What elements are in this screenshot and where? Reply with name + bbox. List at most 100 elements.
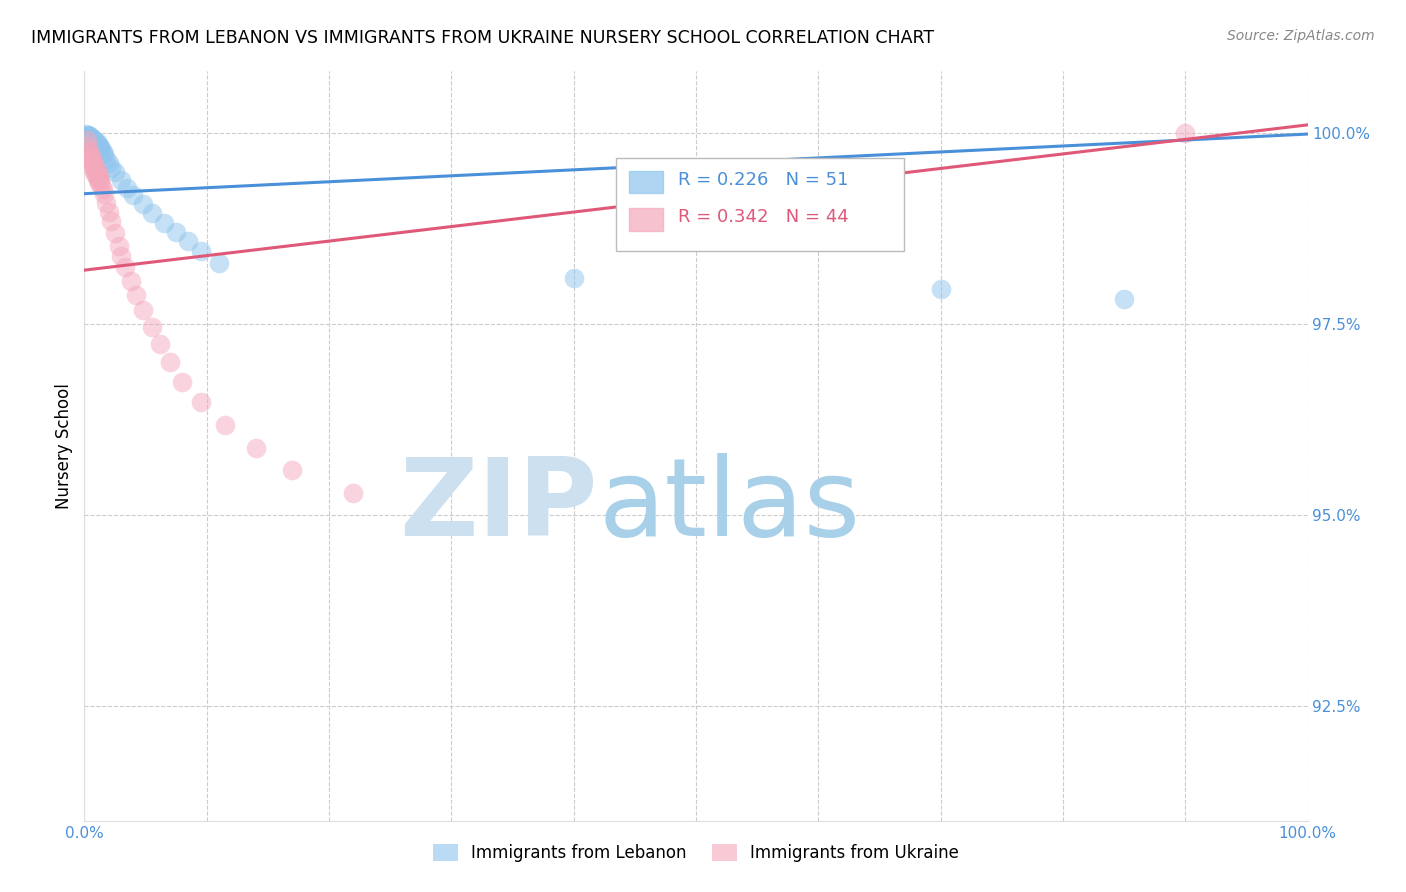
Point — [77, 128, 100, 142]
Point — [165, 225, 187, 239]
Text: Source: ZipAtlas.com: Source: ZipAtlas.com — [1227, 29, 1375, 43]
Point — [84, 135, 107, 149]
Point — [93, 186, 115, 201]
Point — [89, 140, 111, 154]
Point — [80, 150, 103, 164]
Point — [159, 355, 181, 369]
Text: R = 0.226   N = 51: R = 0.226 N = 51 — [678, 171, 848, 189]
Point — [86, 139, 108, 153]
Point — [190, 394, 212, 409]
Point — [190, 244, 212, 258]
Text: IMMIGRANTS FROM LEBANON VS IMMIGRANTS FROM UKRAINE NURSERY SCHOOL CORRELATION CH: IMMIGRANTS FROM LEBANON VS IMMIGRANTS FR… — [31, 29, 934, 46]
Point — [79, 129, 101, 144]
Point — [91, 182, 114, 196]
Point — [77, 131, 100, 145]
Point — [96, 152, 118, 166]
Point — [76, 131, 98, 145]
Point — [87, 176, 110, 190]
Point — [86, 144, 108, 158]
Point — [87, 136, 110, 151]
Point — [125, 287, 148, 301]
Point — [214, 417, 236, 432]
Point — [87, 138, 110, 153]
Point — [86, 136, 108, 150]
Text: ZIP: ZIP — [399, 453, 598, 559]
Point — [77, 135, 100, 149]
Point — [83, 142, 105, 156]
FancyBboxPatch shape — [616, 158, 904, 252]
Point — [153, 216, 176, 230]
Point — [97, 205, 120, 219]
Point — [79, 132, 101, 146]
Point — [87, 143, 110, 157]
Point — [100, 214, 122, 228]
Point — [82, 131, 104, 145]
Point — [84, 167, 107, 181]
Point — [87, 173, 110, 187]
Y-axis label: Nursery School: Nursery School — [55, 383, 73, 509]
Point — [149, 336, 172, 351]
Point — [208, 255, 231, 269]
Point — [77, 133, 100, 147]
Point — [91, 145, 114, 159]
Point — [82, 154, 104, 169]
Point — [1174, 126, 1197, 140]
Point — [120, 274, 142, 288]
Point — [83, 163, 105, 178]
Point — [86, 163, 108, 178]
Point — [83, 133, 105, 147]
Point — [84, 138, 107, 153]
Point — [96, 195, 118, 210]
Point — [97, 156, 120, 170]
Point — [132, 197, 155, 211]
Point — [80, 131, 103, 145]
Point — [77, 130, 100, 145]
Point — [77, 139, 100, 153]
Point — [82, 161, 104, 175]
Point — [562, 270, 585, 285]
Point — [177, 234, 200, 248]
Point — [122, 188, 145, 202]
Point — [141, 319, 163, 334]
Point — [83, 158, 105, 172]
Point — [77, 144, 100, 158]
Point — [89, 173, 111, 187]
Point — [87, 167, 110, 181]
Point — [342, 486, 364, 500]
Point — [79, 147, 101, 161]
Point — [86, 169, 108, 184]
Point — [141, 206, 163, 220]
Point — [104, 165, 127, 179]
Point — [82, 136, 104, 150]
Point — [77, 150, 100, 164]
Point — [76, 133, 98, 147]
Point — [110, 173, 132, 187]
Point — [90, 142, 112, 156]
Point — [93, 147, 115, 161]
Point — [90, 178, 112, 192]
Point — [80, 156, 103, 170]
Point — [1114, 292, 1136, 306]
Text: R = 0.342   N = 44: R = 0.342 N = 44 — [678, 209, 848, 227]
Point — [132, 302, 155, 317]
Point — [172, 375, 194, 389]
Point — [929, 282, 952, 296]
Point — [87, 169, 110, 184]
Point — [82, 139, 104, 153]
Point — [100, 161, 122, 175]
Point — [281, 463, 304, 477]
FancyBboxPatch shape — [628, 171, 664, 194]
Point — [79, 136, 101, 151]
Point — [110, 249, 132, 263]
Point — [104, 227, 127, 241]
Point — [80, 134, 103, 148]
Point — [115, 180, 138, 194]
Point — [75, 127, 97, 141]
FancyBboxPatch shape — [628, 209, 664, 231]
Point — [114, 260, 136, 274]
Point — [79, 153, 101, 167]
Point — [77, 128, 100, 143]
Text: atlas: atlas — [598, 453, 860, 559]
Point — [87, 142, 110, 156]
Point — [76, 129, 98, 144]
